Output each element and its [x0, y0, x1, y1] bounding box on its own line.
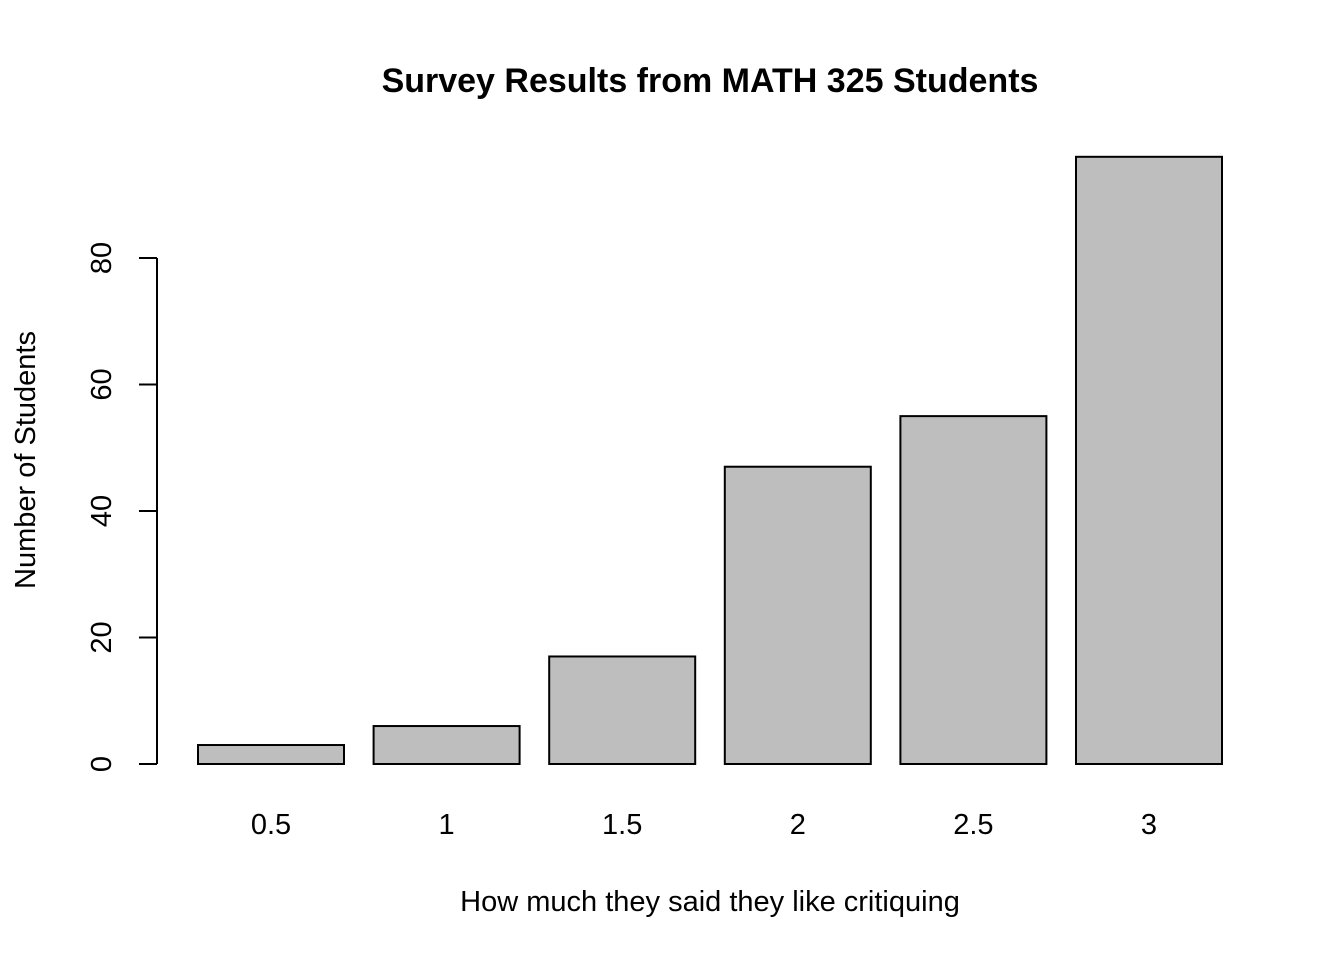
- bar: [899, 415, 1048, 765]
- x-tick-label: 3: [1141, 809, 1157, 841]
- x-tick-label: 1.5: [602, 809, 642, 841]
- x-tick-labels: 0.5 1 1.5 2 2.5 3: [251, 809, 1157, 841]
- bar: [723, 465, 872, 765]
- bar: [372, 725, 521, 765]
- x-tick-label: 1: [439, 809, 455, 841]
- x-tick-label: 2.5: [953, 809, 993, 841]
- y-tick-label: 0: [86, 756, 118, 772]
- x-tick-label: 0.5: [251, 809, 291, 841]
- y-axis-label: Number of Students: [10, 331, 42, 589]
- y-axis: 0 20 40 60 80: [86, 242, 158, 772]
- y-tick-label: 40: [86, 495, 118, 527]
- bar: [548, 655, 697, 765]
- y-tick-label: 20: [86, 621, 118, 653]
- chart-title: Survey Results from MATH 325 Students: [382, 62, 1039, 100]
- y-tick-label: 80: [86, 242, 118, 274]
- y-tick-label: 60: [86, 368, 118, 400]
- bar: [197, 744, 345, 766]
- bar: [1075, 155, 1223, 766]
- x-tick-label: 2: [790, 809, 806, 841]
- x-axis-label: How much they said they like critiquing: [460, 886, 960, 918]
- bars-group: [197, 155, 1223, 766]
